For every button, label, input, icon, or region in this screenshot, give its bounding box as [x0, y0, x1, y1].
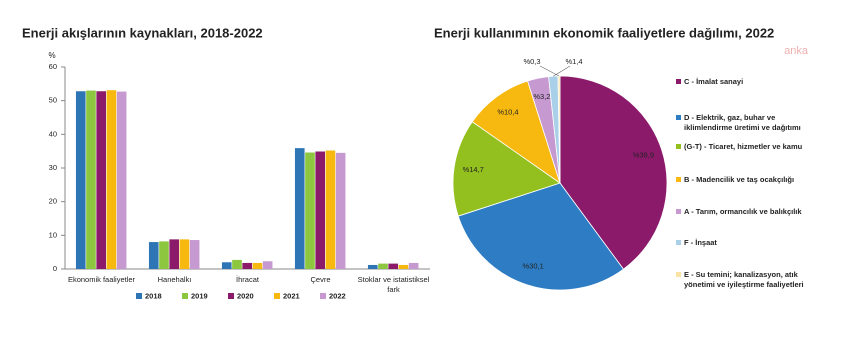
bar [106, 90, 117, 269]
y-tick-label: 60 [49, 62, 57, 71]
data-label: %39,9 [633, 151, 654, 160]
bar [262, 261, 273, 269]
watermark: anka [784, 45, 809, 57]
leader-line [553, 65, 571, 77]
data-label: %10,4 [497, 107, 518, 116]
y-axis-label: % [48, 51, 55, 60]
bar [96, 91, 107, 270]
legend-swatch [676, 272, 681, 277]
bar [86, 90, 96, 269]
legend-label: 2021 [283, 291, 300, 300]
legend-swatch [676, 177, 681, 182]
pie-slice [457, 182, 624, 291]
data-label: %0,3 [523, 57, 540, 66]
bar [294, 148, 305, 269]
y-tick-label: 30 [49, 163, 57, 172]
bar [408, 262, 419, 269]
legend-label: C - İmalat sanayi [684, 76, 744, 86]
y-tick-label: 50 [49, 96, 57, 105]
pie-slice [559, 75, 668, 270]
legend-label: B - Madencilik ve taş ocakçılığı [684, 174, 795, 184]
legend-swatch [676, 115, 681, 120]
chart-title: Enerji kullanımının ekonomik faaliyetler… [434, 25, 774, 40]
legend-label: 2019 [191, 291, 208, 300]
legend-swatch [676, 79, 681, 84]
x-tick-label: Stoklar ve istatistiksel fark [357, 275, 430, 294]
legend-label: F - İnşaat [684, 237, 717, 247]
bar [398, 264, 409, 269]
x-tick-label: İhracat [236, 275, 259, 284]
data-label: %1,4 [565, 57, 582, 66]
legend-label: A - Tarım, ormancılık ve balıkçılık [684, 206, 802, 216]
pie-slice [471, 80, 561, 185]
bar [75, 91, 86, 270]
legend-swatch [182, 293, 188, 299]
bar [335, 152, 346, 269]
legend-swatch [676, 144, 681, 149]
bar [367, 264, 378, 269]
data-label: %14,7 [463, 165, 484, 174]
legend-label: 2018 [145, 291, 162, 300]
pie-slice [452, 121, 561, 217]
legend-swatch [274, 293, 280, 299]
x-tick-label: Çevre [310, 275, 331, 284]
bar [169, 239, 180, 269]
legend-swatch [320, 293, 326, 299]
bar [378, 263, 388, 269]
data-label: %3,2 [533, 92, 550, 101]
bar [325, 150, 336, 269]
legend-swatch [228, 293, 234, 299]
data-label: %30,1 [523, 262, 544, 271]
legend-label: (G-T) - Ticaret, hizmetler ve kamu [684, 141, 803, 151]
bar [179, 239, 190, 269]
y-tick-label: 0 [53, 264, 57, 273]
bar [315, 151, 326, 269]
legend-swatch [136, 293, 142, 299]
legend-label: D - Elektrik, gaz, buhar ve iklimlendirm… [684, 112, 801, 132]
bar [148, 242, 159, 269]
chart-title: Enerji akışlarının kaynakları, 2018-2022 [22, 25, 263, 40]
legend-label: 2022 [329, 291, 346, 300]
legend-swatch [676, 240, 681, 245]
bar [242, 262, 253, 269]
bar [221, 262, 232, 269]
x-tick-label: Hanehalkı [157, 275, 192, 284]
bar [305, 152, 315, 269]
bar [116, 91, 127, 270]
bar [388, 263, 399, 269]
legend-label: 2020 [237, 291, 254, 300]
bar [252, 262, 263, 269]
y-tick-label: 40 [49, 129, 57, 138]
y-tick-label: 10 [49, 230, 57, 239]
bar [159, 241, 169, 269]
legend-label: E - Su temini; kanalizasyon, atık yöneti… [684, 269, 804, 289]
bar [189, 240, 200, 269]
x-tick-label: Ekonomik faaliyetler [67, 275, 136, 284]
leader-line [539, 65, 560, 77]
legend-swatch [676, 209, 681, 214]
bar [232, 259, 242, 269]
y-tick-label: 20 [49, 197, 57, 206]
